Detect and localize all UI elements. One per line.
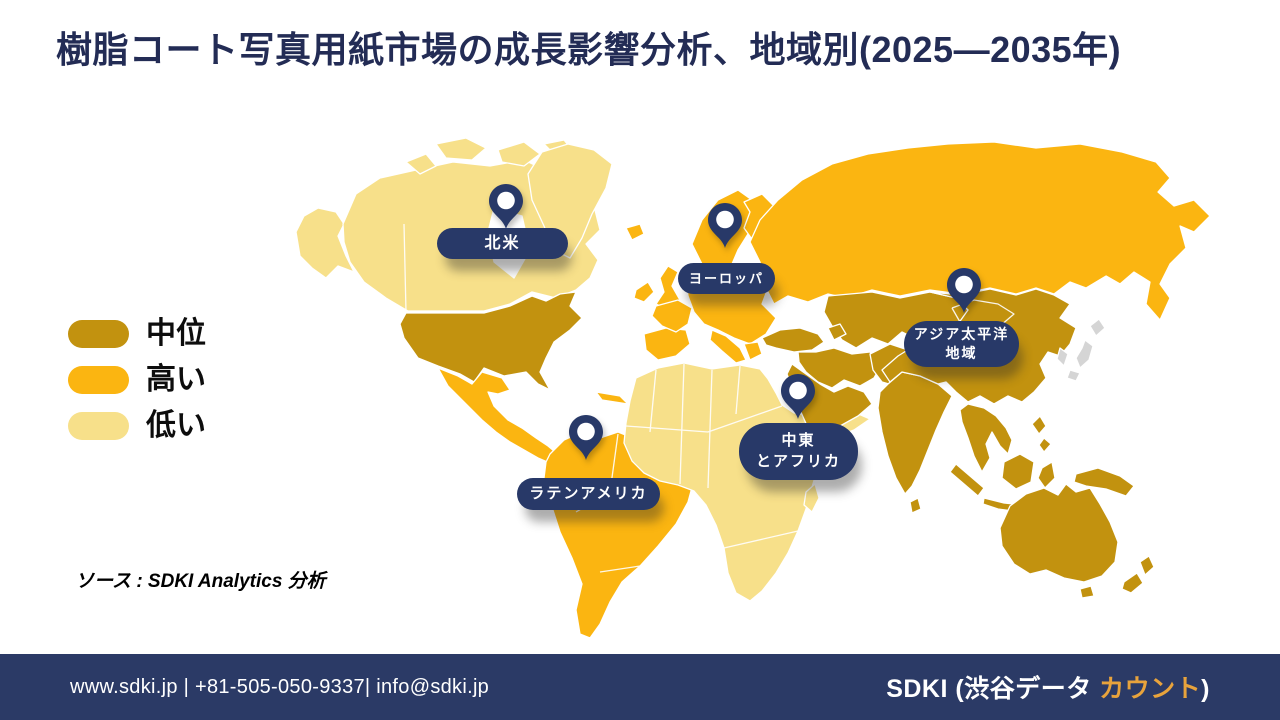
landmass-greece [743, 341, 763, 361]
region-oceania [999, 483, 1155, 599]
landmass-arctic-island [497, 141, 541, 167]
legend-label-low: 低い [146, 409, 206, 442]
map-label-europe[interactable]: ヨーロッパ [678, 263, 775, 294]
map-label-asia-pacific[interactable]: アジア太平洋 地域 [904, 321, 1019, 367]
legend: 中位 高い 低い [68, 317, 206, 458]
map-label-text: とアフリカ [755, 452, 841, 470]
map-label-latin-america[interactable]: ラテンアメリカ [517, 478, 660, 510]
map-pin-asia-pacific[interactable] [944, 266, 984, 316]
map-pin-europe[interactable] [705, 201, 745, 251]
footer-brand: SDKI (渋谷データ カウント) [886, 669, 1210, 705]
footer-contact: www.sdki.jp | +81-505-050-9337| info@sdk… [70, 675, 490, 698]
landmass-new-zealand-north [1139, 555, 1155, 576]
legend-row-low: 低い [68, 409, 206, 442]
landmass-arctic-island [405, 153, 437, 175]
map-label-text: ラテンアメリカ [529, 484, 648, 502]
landmass-new-zealand-south [1121, 572, 1144, 594]
landmass-tasmania [1079, 585, 1095, 599]
landmass-iran-iraq [797, 347, 883, 389]
legend-swatch-high [68, 366, 129, 394]
landmass-ireland [633, 281, 655, 303]
landmass-korea [1056, 347, 1069, 367]
landmass-france [651, 299, 693, 333]
page-title: 樹脂コート写真用紙市場の成長影響分析、地域別(2025—2035年) [56, 29, 1122, 70]
brand-suffix: ) [1201, 675, 1210, 703]
region-canada-greenland [295, 137, 613, 312]
landmass-italy [709, 329, 747, 364]
legend-label-medium: 中位 [146, 317, 206, 350]
landmass-turkey [761, 327, 825, 353]
landmass-philippines [1038, 437, 1052, 453]
map-label-text: アジア太平洋 [913, 326, 1010, 343]
landmass-madagascar [803, 483, 820, 513]
landmass-sulawesi [1037, 461, 1056, 489]
region-japan [1056, 318, 1106, 382]
landmass-new-guinea [1073, 467, 1135, 497]
world-map [288, 132, 1236, 644]
map-label-text: 地域 [945, 345, 978, 361]
landmass-sri-lanka [909, 497, 922, 514]
landmass-arctic-island [435, 137, 487, 161]
source-note: ソース : SDKI Analytics 分析 [75, 571, 326, 592]
landmass-mexico [437, 367, 561, 465]
region-southeast-asia [949, 403, 1135, 513]
landmass-cuba [595, 391, 629, 405]
landmass-iceland [625, 223, 645, 241]
landmass-indochina [959, 403, 1013, 473]
landmass-alaska [295, 207, 355, 279]
region-russia [749, 141, 1211, 321]
map-label-text: 北米 [484, 234, 521, 252]
brand-highlight: カウント [1099, 675, 1202, 703]
legend-swatch-low [68, 412, 129, 440]
map-pin-north-america[interactable] [486, 182, 526, 232]
region-south-asia [877, 371, 953, 514]
landmass-honshu [1075, 339, 1094, 369]
legend-label-high: 高い [146, 363, 206, 396]
landmass-philippines [1031, 415, 1047, 435]
landmass-caucasus [827, 323, 847, 341]
country-borders [403, 223, 1015, 573]
landmass-india [877, 371, 953, 495]
landmass-russia [749, 141, 1211, 321]
landmass-australia [999, 483, 1119, 583]
map-label-middle-east-africa[interactable]: 中東 とアフリカ [739, 423, 858, 480]
legend-row-high: 高い [68, 363, 206, 396]
map-label-text: ヨーロッパ [688, 270, 764, 286]
region-usa [399, 291, 583, 391]
map-pin-latin-america[interactable] [566, 413, 606, 463]
map-pin-middle-east-africa[interactable] [778, 372, 818, 422]
landmass-sumatra [949, 463, 985, 497]
landmass-hokkaido [1089, 318, 1106, 337]
landmass-borneo [1001, 453, 1035, 490]
landmass-uk [655, 265, 681, 311]
map-label-text: 中東 [781, 432, 816, 450]
landmass-kyushu [1066, 369, 1081, 382]
landmass-usa [399, 291, 583, 391]
map-label-north-america[interactable]: 北米 [437, 228, 568, 259]
landmass-iberia [643, 327, 691, 361]
legend-swatch-medium [68, 320, 129, 348]
legend-row-medium: 中位 [68, 317, 206, 350]
brand-prefix: SDKI (渋谷データ [886, 675, 1100, 703]
footer-bar: www.sdki.jp | +81-505-050-9337| info@sdk… [0, 654, 1280, 720]
